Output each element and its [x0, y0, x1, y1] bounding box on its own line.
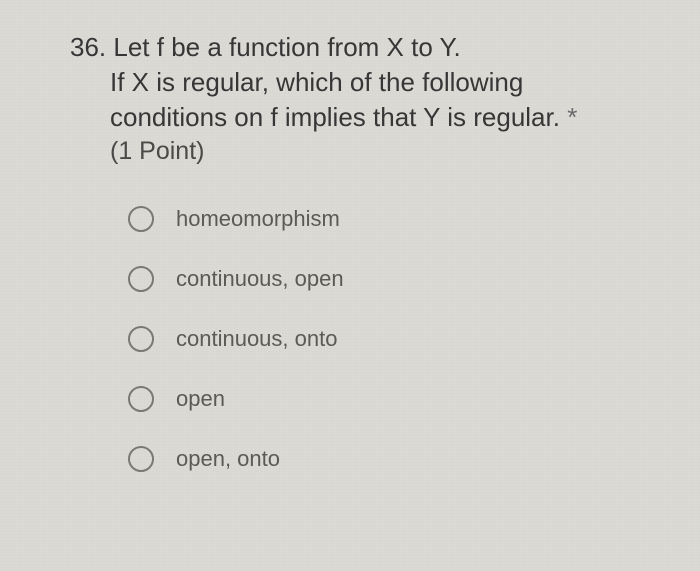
- option-homeomorphism[interactable]: homeomorphism: [128, 206, 700, 232]
- radio-icon: [128, 266, 154, 292]
- options-list: homeomorphism continuous, open continuou…: [70, 206, 700, 472]
- question-points: (1 Point): [70, 137, 700, 166]
- option-open[interactable]: open: [128, 386, 700, 412]
- radio-icon: [128, 446, 154, 472]
- option-label: continuous, open: [176, 266, 344, 292]
- option-label: open, onto: [176, 446, 280, 472]
- radio-icon: [128, 386, 154, 412]
- radio-icon: [128, 206, 154, 232]
- question-block: 36. Let f be a function from X to Y. If …: [70, 30, 640, 135]
- option-open-onto[interactable]: open, onto: [128, 446, 700, 472]
- option-label: open: [176, 386, 225, 412]
- question-line-2: If X is regular, which of the following: [70, 65, 640, 100]
- option-label: homeomorphism: [176, 206, 340, 232]
- required-asterisk: *: [567, 102, 577, 132]
- radio-icon: [128, 326, 154, 352]
- question-number: 36.: [70, 32, 106, 62]
- question-line-3: conditions on f implies that Y is regula…: [110, 102, 560, 132]
- question-line-1: Let f be a function from X to Y.: [113, 32, 460, 62]
- option-continuous-onto[interactable]: continuous, onto: [128, 326, 700, 352]
- option-continuous-open[interactable]: continuous, open: [128, 266, 700, 292]
- option-label: continuous, onto: [176, 326, 337, 352]
